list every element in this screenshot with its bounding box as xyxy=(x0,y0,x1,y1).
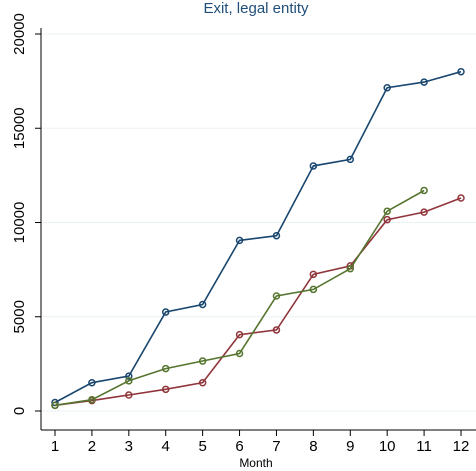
data-point xyxy=(272,292,281,300)
data-point xyxy=(346,155,355,164)
x-tick-label: 2 xyxy=(88,438,96,455)
y-tick-label: 5000 xyxy=(11,300,28,333)
data-point xyxy=(161,364,170,373)
x-tick-label: 7 xyxy=(272,438,280,455)
data-point xyxy=(309,162,318,170)
x-tick-label: 5 xyxy=(198,438,206,455)
series-line xyxy=(54,70,462,404)
data-point xyxy=(125,372,133,380)
data-point xyxy=(235,330,244,339)
data-point xyxy=(88,395,96,404)
data-point xyxy=(383,207,391,215)
series-group xyxy=(51,67,465,410)
data-point xyxy=(420,186,428,195)
data-point xyxy=(457,194,465,202)
series-3 xyxy=(51,186,428,410)
data-point xyxy=(383,83,391,92)
data-point xyxy=(457,67,465,76)
data-point xyxy=(161,385,170,394)
y-tick-label: 10000 xyxy=(11,202,28,244)
x-tick-label: 10 xyxy=(379,438,396,455)
data-point xyxy=(272,231,281,240)
x-tick-label: 3 xyxy=(125,438,133,455)
x-tick-label: 6 xyxy=(235,438,243,455)
x-tick-label: 9 xyxy=(346,438,354,455)
data-point xyxy=(235,236,244,245)
y-tick-label: 15000 xyxy=(11,107,28,149)
data-point xyxy=(125,391,133,399)
x-tick-label: 4 xyxy=(162,438,170,455)
series-1 xyxy=(51,67,465,407)
data-point xyxy=(198,357,207,365)
x-tick-label: 11 xyxy=(416,438,432,455)
series-line xyxy=(54,189,425,407)
x-tick-label: 12 xyxy=(453,438,470,455)
data-point xyxy=(346,264,355,273)
data-point xyxy=(235,349,244,358)
data-point xyxy=(309,285,318,294)
data-point xyxy=(198,378,207,387)
y-tick-label: 0 xyxy=(11,407,28,415)
data-point xyxy=(198,300,207,309)
series-2 xyxy=(51,194,465,410)
data-point xyxy=(51,398,59,407)
x-tick-label: 1 xyxy=(51,438,59,455)
y-tick-label: 20000 xyxy=(11,13,28,55)
data-point xyxy=(272,326,281,334)
data-point xyxy=(125,377,133,385)
x-axis-label: Month xyxy=(239,456,272,470)
data-point xyxy=(420,208,428,216)
data-point xyxy=(88,378,96,387)
chart-title: Exit, legal entity xyxy=(203,0,309,17)
x-tick-label: 8 xyxy=(309,438,317,455)
grid-lines xyxy=(41,33,476,412)
data-point xyxy=(420,78,428,86)
data-point xyxy=(161,308,170,316)
data-point xyxy=(309,270,318,279)
series-line xyxy=(54,197,462,407)
data-point xyxy=(51,401,59,410)
data-point xyxy=(383,215,391,224)
